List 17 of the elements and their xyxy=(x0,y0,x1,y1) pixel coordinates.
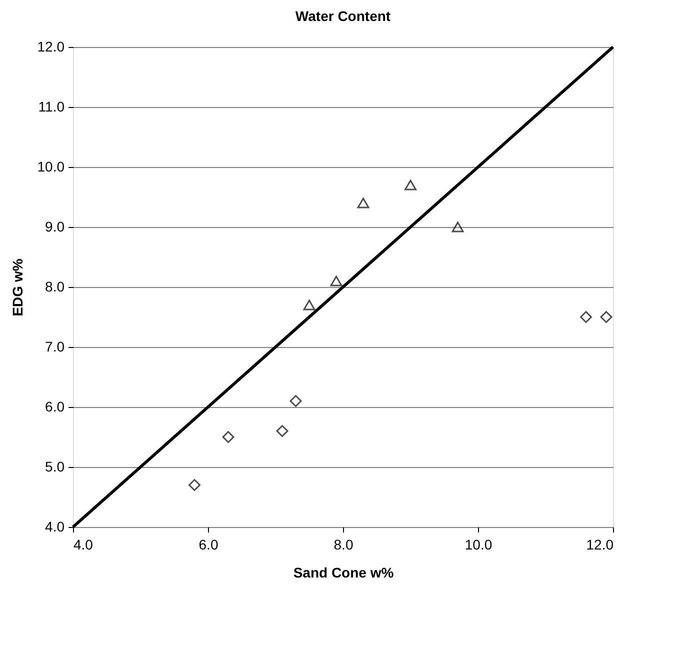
x-tick-label: 4.0 xyxy=(74,536,94,552)
x-tick-label: 12.0 xyxy=(586,536,614,552)
y-tick-label: 6.0 xyxy=(45,398,65,414)
y-tick-label: 9.0 xyxy=(45,218,65,234)
y-tick-label: 5.0 xyxy=(45,458,65,474)
x-tick-label: 10.0 xyxy=(464,536,492,552)
y-axis-title: EDG w% xyxy=(9,258,26,316)
y-tick-label: 4.0 xyxy=(45,518,65,534)
y-tick-label: 11.0 xyxy=(38,98,65,114)
y-tick-label: 10.0 xyxy=(37,158,65,174)
x-axis-title: Sand Cone w% xyxy=(293,564,394,580)
y-tick-label: 7.0 xyxy=(45,338,65,354)
y-tick-label: 12.0 xyxy=(37,38,65,54)
x-tick-label: 8.0 xyxy=(334,536,354,552)
y-tick-label: 8.0 xyxy=(45,278,65,294)
chart-title: Water Content xyxy=(295,8,391,24)
x-tick-label: 6.0 xyxy=(198,536,218,552)
